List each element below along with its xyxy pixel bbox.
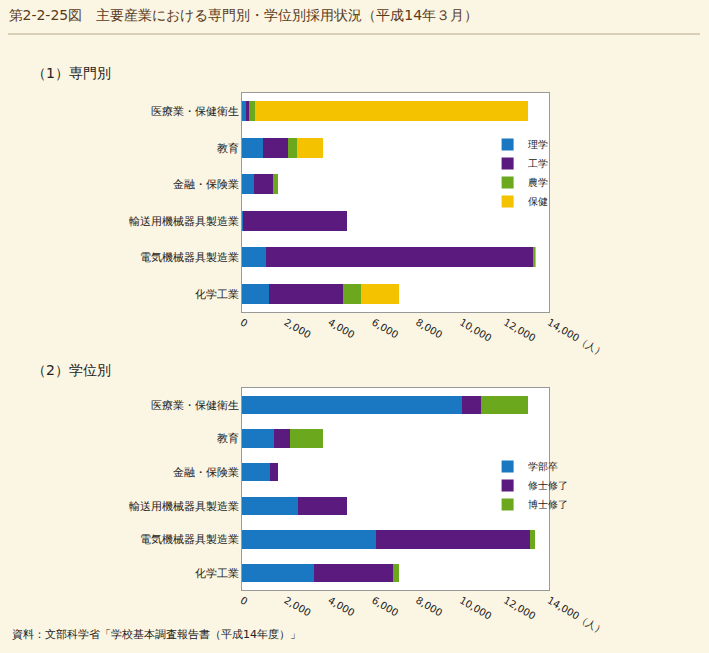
svg-text:化学工業: 化学工業 — [195, 288, 239, 301]
svg-text:保健: 保健 — [528, 196, 548, 207]
svg-text:0: 0 — [239, 317, 250, 330]
svg-text:博士修了: 博士修了 — [528, 499, 568, 510]
svg-text:14,000（人）: 14,000（人） — [546, 317, 608, 359]
svg-text:8,000: 8,000 — [414, 317, 444, 341]
svg-text:化学工業: 化学工業 — [195, 567, 239, 580]
svg-text:工学: 工学 — [528, 158, 548, 169]
svg-text:0: 0 — [239, 595, 250, 608]
svg-text:12,000: 12,000 — [502, 317, 538, 344]
svg-text:金融・保険業: 金融・保険業 — [173, 466, 239, 479]
svg-text:教育: 教育 — [217, 432, 239, 445]
svg-text:金融・保険業: 金融・保険業 — [173, 178, 239, 191]
svg-text:医療業・保健衛生: 医療業・保健衛生 — [151, 105, 239, 118]
svg-text:医療業・保健衛生: 医療業・保健衛生 — [151, 399, 239, 412]
svg-text:修士修了: 修士修了 — [528, 480, 568, 491]
svg-text:学部卒: 学部卒 — [528, 461, 558, 472]
svg-text:輸送用機械器具製造業: 輸送用機械器具製造業 — [129, 215, 239, 228]
svg-text:10,000: 10,000 — [458, 595, 494, 622]
svg-text:電気機械器具製造業: 電気機械器具製造業 — [140, 251, 239, 264]
svg-text:10,000: 10,000 — [458, 317, 494, 344]
svg-text:第2-2-25図 主要産業における専門別・学位別採用状況（平: 第2-2-25図 主要産業における専門別・学位別採用状況（平成14年３月） — [9, 7, 479, 23]
svg-text:4,000: 4,000 — [326, 595, 356, 619]
svg-text:輸送用機械器具製造業: 輸送用機械器具製造業 — [129, 500, 239, 513]
svg-text:12,000: 12,000 — [502, 595, 538, 622]
svg-text:農学: 農学 — [528, 177, 548, 188]
svg-text:資料：文部科学省「学校基本調査報告書（平成14年度）」: 資料：文部科学省「学校基本調査報告書（平成14年度）」 — [12, 628, 301, 641]
svg-text:2,000: 2,000 — [282, 317, 312, 341]
svg-text:4,000: 4,000 — [326, 317, 356, 341]
svg-text:電気機械器具製造業: 電気機械器具製造業 — [140, 533, 239, 546]
svg-text:（2）学位別: （2）学位別 — [32, 362, 111, 378]
svg-text:6,000: 6,000 — [370, 595, 400, 619]
svg-text:8,000: 8,000 — [414, 595, 444, 619]
svg-text:14,000（人）: 14,000（人） — [546, 595, 608, 637]
svg-text:理学: 理学 — [528, 139, 548, 150]
svg-text:教育: 教育 — [217, 142, 239, 155]
svg-text:2,000: 2,000 — [282, 595, 312, 619]
svg-text:（1）専門別: （1）専門別 — [32, 65, 111, 81]
svg-text:6,000: 6,000 — [370, 317, 400, 341]
